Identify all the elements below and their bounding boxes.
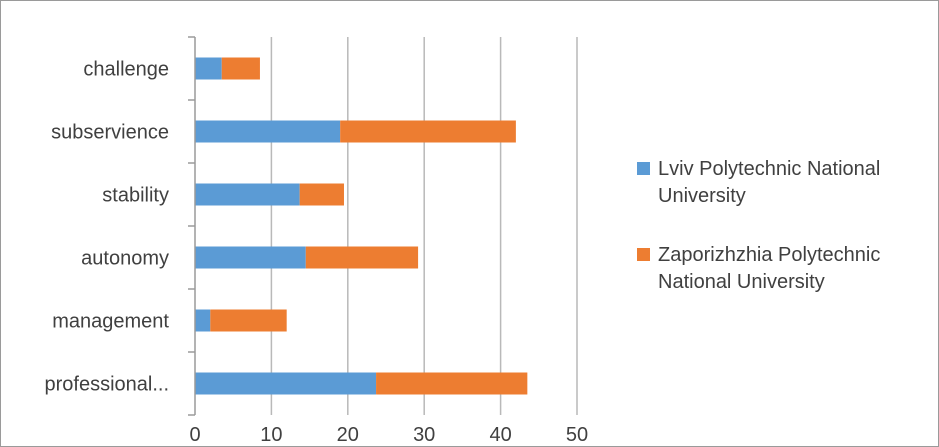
legend-label-series-2: Zaporizhzhia Polytechnic National Univers… bbox=[658, 244, 880, 293]
category-label-stability: stability bbox=[102, 185, 169, 207]
category-label-challenge: challenge bbox=[83, 59, 169, 81]
x-tick-label-40: 40 bbox=[489, 424, 511, 446]
legend-label-line: National University bbox=[658, 271, 825, 293]
bar-challenge-series-1 bbox=[195, 57, 222, 80]
axes bbox=[188, 36, 196, 416]
x-tick-label-50: 50 bbox=[566, 424, 588, 446]
category-label-professional: professional... bbox=[44, 374, 169, 396]
category-labels: challenge subservience stability autonomy ma… bbox=[44, 59, 169, 396]
x-tick-label-10: 10 bbox=[260, 424, 282, 446]
category-label-autonomy: autonomy bbox=[81, 248, 169, 270]
bar-autonomy-series-2 bbox=[305, 246, 419, 269]
legend-label-line: Zaporizhzhia Polytechnic bbox=[658, 244, 880, 266]
legend-label-line: Lviv Polytechnic National bbox=[658, 158, 880, 180]
bar-challenge-series-2 bbox=[221, 57, 260, 80]
bar-stability-series-1 bbox=[195, 183, 300, 206]
legend: Lviv Polytechnic National University Zapor… bbox=[637, 158, 880, 293]
gridlines bbox=[270, 37, 578, 415]
x-tick-label-20: 20 bbox=[337, 424, 359, 446]
bar-subservience-series-2 bbox=[340, 120, 516, 143]
bar-stability-series-2 bbox=[299, 183, 344, 206]
bar-management-series-2 bbox=[210, 309, 287, 332]
bars bbox=[195, 57, 528, 395]
legend-swatch-series-2 bbox=[637, 248, 650, 261]
bar-subservience-series-1 bbox=[195, 120, 341, 143]
x-tick-label-30: 30 bbox=[413, 424, 435, 446]
x-tick-label-0: 0 bbox=[189, 424, 200, 446]
legend-label-series-1: Lviv Polytechnic National University bbox=[658, 158, 880, 207]
bar-autonomy-series-1 bbox=[195, 246, 306, 269]
x-tick-labels: 0 10 20 30 40 50 bbox=[189, 424, 588, 446]
category-label-subservience: subservience bbox=[51, 122, 169, 144]
category-label-management: management bbox=[52, 311, 169, 333]
bar-professional-series-1 bbox=[195, 372, 377, 395]
legend-label-line: University bbox=[658, 185, 746, 207]
bar-professional-series-2 bbox=[376, 372, 528, 395]
legend-swatch-series-1 bbox=[637, 162, 650, 175]
bar-management-series-1 bbox=[195, 309, 211, 332]
